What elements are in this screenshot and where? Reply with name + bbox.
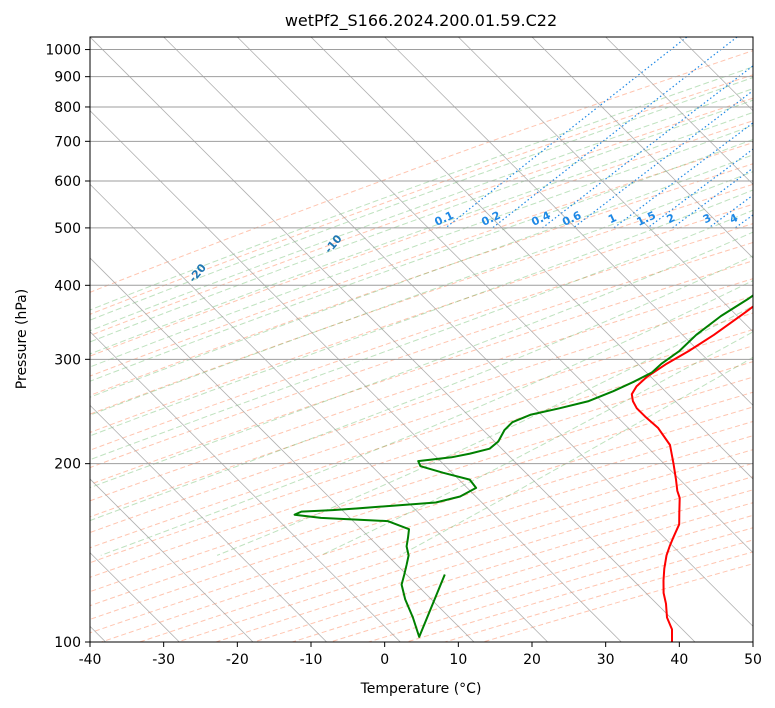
x-tick-label: -30 <box>152 652 175 668</box>
isotherm-line <box>237 37 753 554</box>
line-labels: -100-90-80-70-60-50-40-30-20-100.10.20.4… <box>186 209 740 285</box>
isotherm-line <box>90 404 327 642</box>
isotherm-line <box>90 37 696 642</box>
mixing-ratio-line <box>613 122 753 229</box>
moist-adiabat-line <box>320 331 753 556</box>
y-axis-title: Pressure (hPa) <box>14 289 30 389</box>
moist-adiabat-line <box>90 189 753 437</box>
dry-adiabat-line <box>90 97 753 337</box>
isotherm-line <box>458 37 753 333</box>
isotherm-line <box>90 331 401 642</box>
x-tick-label: -20 <box>226 652 249 668</box>
moist-adiabat-line <box>90 124 753 368</box>
isotherm-line <box>163 37 753 627</box>
moist-adiabat-line <box>90 66 753 311</box>
moist-adiabat-line <box>90 209 753 461</box>
isotherm-line <box>90 110 622 642</box>
y-tick-label: 1000 <box>45 43 81 59</box>
data-series <box>293 294 753 642</box>
moist-adiabat-line <box>90 138 753 382</box>
isotherm-line <box>384 37 753 406</box>
x-tick-label: 0 <box>380 652 389 668</box>
mixing-ratio-line <box>492 37 739 229</box>
dewpoint-profile-line <box>293 294 753 638</box>
mixing-ratio-line <box>542 65 753 229</box>
x-tick-label: 50 <box>744 652 762 668</box>
dry-adiabat-line <box>90 295 753 518</box>
isotherm-line <box>531 37 753 259</box>
y-tick-label: 800 <box>54 100 81 116</box>
y-tick-label: 100 <box>54 635 81 651</box>
dry-adiabat-line <box>90 312 753 534</box>
x-tick-label: 40 <box>670 652 688 668</box>
mixing-ratio-line <box>445 37 688 229</box>
moist-adiabat-line <box>216 305 753 556</box>
plot-frame <box>89 36 754 643</box>
background-lines <box>90 37 753 642</box>
moist-adiabat-line <box>90 99 753 343</box>
x-tick-label: -10 <box>300 652 323 668</box>
isotherm-line <box>310 37 753 480</box>
axis-ticks: -40 -30 -20 -10 0 10 20 30 40 50 1000 900 800 700 600 5… <box>45 43 762 668</box>
moist-adiabat-line <box>100 280 753 556</box>
x-axis-title: Temperature (°C) <box>360 681 482 697</box>
moist-adiabat-line <box>90 154 753 398</box>
y-tick-label: 300 <box>54 352 81 368</box>
isotherm-line <box>90 257 475 642</box>
y-tick-label: 500 <box>54 221 81 237</box>
dry-adiabat-line <box>90 74 753 315</box>
temperature-profile-line <box>630 305 753 642</box>
dry-adiabat-line <box>90 183 753 415</box>
y-tick-label: 200 <box>54 457 81 473</box>
dry-adiabat-line <box>90 260 753 485</box>
x-tick-label: 20 <box>523 652 541 668</box>
dry-adiabat-line <box>90 241 753 469</box>
dry-adiabat-line <box>90 278 753 502</box>
grid <box>90 37 753 642</box>
chart-title: wetPf2_S166.2024.200.01.59.C22 <box>285 11 557 31</box>
isotherm-line <box>90 478 254 642</box>
y-tick-label: 900 <box>54 70 81 86</box>
x-tick-label: 10 <box>449 652 467 668</box>
x-tick-label: 30 <box>597 652 615 668</box>
isotherm-line <box>90 183 548 642</box>
moist-adiabat-line <box>90 111 753 355</box>
x-tick-label: -40 <box>79 652 102 668</box>
dry-adiabat-line <box>90 203 753 433</box>
y-tick-label: 600 <box>54 174 81 190</box>
moist-adiabat-line <box>90 171 753 416</box>
moist-adiabat-line <box>90 77 753 321</box>
isotherm-line <box>605 37 753 185</box>
dry-adiabat-line <box>90 142 753 377</box>
y-tick-label: 700 <box>54 134 81 150</box>
y-tick-label: 400 <box>54 278 81 294</box>
dry-adiabat-line <box>90 223 753 451</box>
